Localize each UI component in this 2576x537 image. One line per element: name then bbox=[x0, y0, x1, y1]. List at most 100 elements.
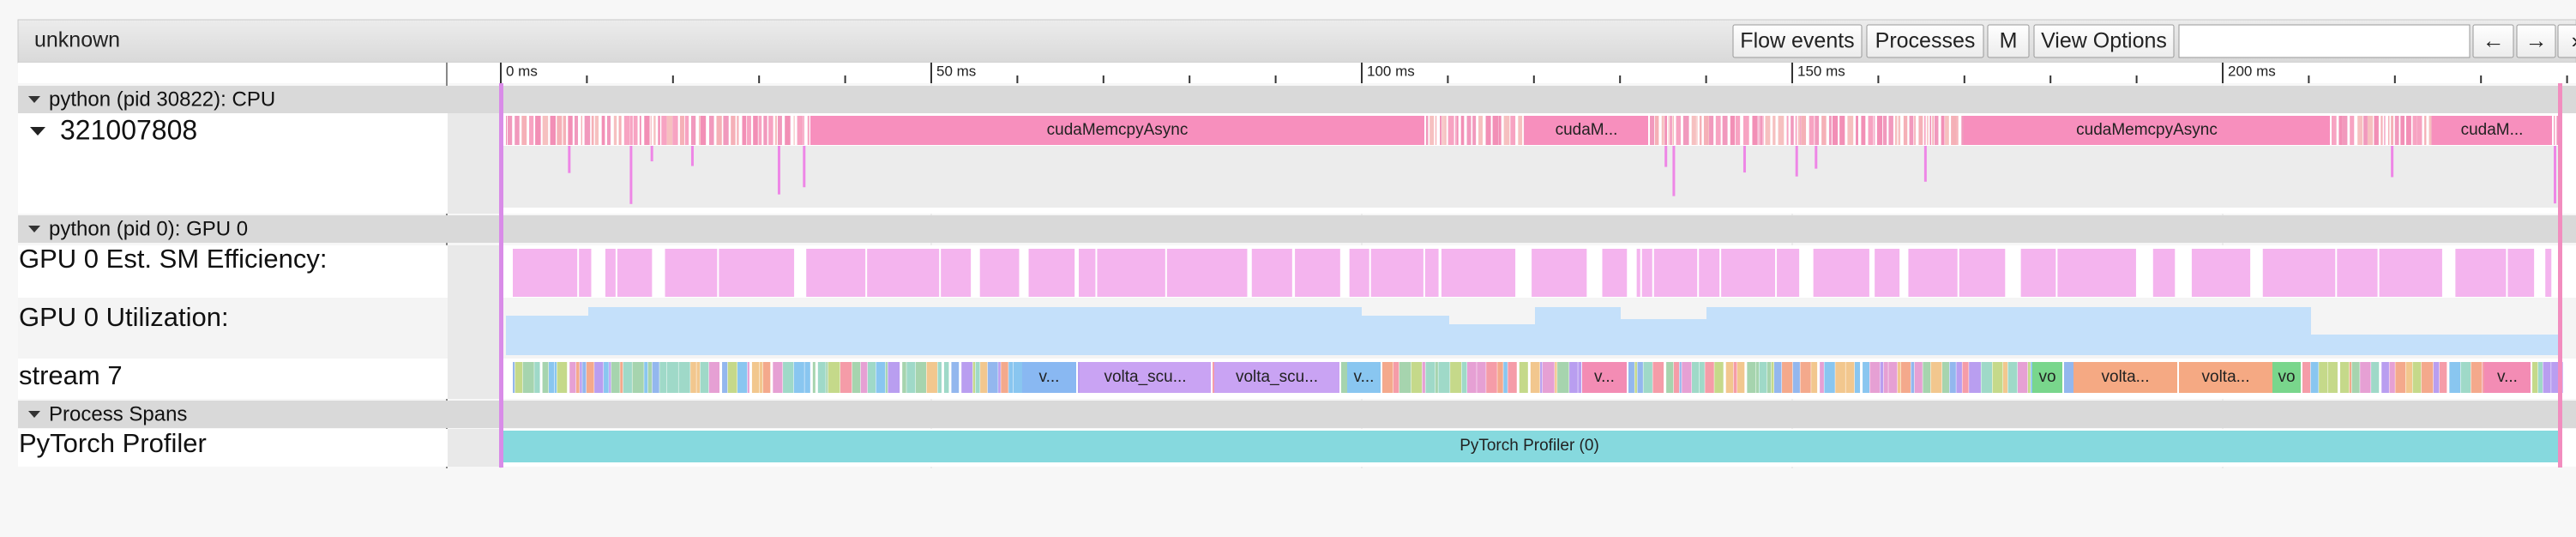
kernel-slice bbox=[812, 362, 816, 393]
kernel-slice bbox=[1673, 362, 1680, 393]
track-label: stream 7 bbox=[19, 360, 123, 390]
kernel-slice bbox=[980, 362, 988, 393]
kernel-slice bbox=[1643, 362, 1652, 393]
expand-arrow[interactable] bbox=[28, 411, 40, 418]
cpu-slice bbox=[2405, 116, 2411, 145]
kernel-slice bbox=[1883, 362, 1888, 393]
cpu-slice bbox=[2380, 116, 2383, 145]
cpu-slice bbox=[774, 116, 778, 145]
sm-efficiency-bar bbox=[1166, 249, 1248, 297]
cpu-slice bbox=[1861, 116, 1866, 145]
kernel-slice bbox=[2433, 362, 2440, 393]
cpu-slice bbox=[584, 116, 591, 145]
nav-button[interactable]: ← bbox=[2472, 24, 2514, 58]
cpu-slice bbox=[1874, 116, 1875, 145]
kernel-slice bbox=[1747, 362, 1756, 393]
cpu-slice bbox=[1676, 116, 1681, 145]
cpu-slice bbox=[1650, 116, 1655, 145]
cpu-slice bbox=[672, 116, 678, 145]
kernel-slice bbox=[1399, 362, 1411, 393]
cpu-slice bbox=[698, 116, 701, 145]
kernel-slice bbox=[762, 362, 771, 393]
kernel-slice bbox=[2412, 362, 2422, 393]
cpu-slice bbox=[606, 116, 611, 145]
process-header-label: python (pid 30822): CPU bbox=[49, 87, 275, 111]
toolbar-button[interactable]: View Options bbox=[2033, 24, 2175, 58]
cpu-slice bbox=[2554, 116, 2555, 145]
button-label: M bbox=[2000, 29, 2018, 53]
kernel-slice bbox=[580, 362, 582, 393]
kernel-slice bbox=[2484, 362, 2531, 393]
kernel-slice bbox=[708, 362, 720, 393]
kernel-slice bbox=[2027, 362, 2031, 393]
cpu-slice bbox=[601, 116, 605, 145]
sm-efficiency-bar bbox=[2507, 249, 2535, 297]
cpu-slice bbox=[542, 116, 549, 145]
cpu-slice bbox=[1709, 116, 1714, 145]
slice-label: volta... bbox=[2102, 368, 2150, 386]
range-marker bbox=[2558, 83, 2562, 468]
ruler-label: 150 ms bbox=[1797, 63, 1845, 79]
sm-efficiency-bar bbox=[2379, 249, 2442, 297]
slice-label: PyTorch Profiler (0) bbox=[1460, 437, 1599, 455]
track-gutter bbox=[448, 113, 501, 214]
cpu-slice bbox=[1691, 116, 1696, 145]
toolbar-button[interactable]: Processes bbox=[1866, 24, 1984, 58]
button-frame bbox=[2516, 24, 2556, 58]
cpu-slice bbox=[1839, 116, 1845, 145]
cpu-slice bbox=[661, 116, 667, 145]
cpu-slice bbox=[507, 116, 513, 145]
cpu-slice bbox=[2432, 116, 2552, 145]
cpu-subslice bbox=[650, 146, 653, 162]
kernel-slice bbox=[1422, 362, 1425, 393]
kernel-slice bbox=[1981, 362, 1993, 393]
nav-button[interactable]: → bbox=[2516, 24, 2556, 58]
kernel-slice bbox=[1540, 362, 1543, 393]
cpu-slice bbox=[515, 116, 520, 145]
expand-arrow[interactable] bbox=[28, 96, 40, 103]
ruler-label: 50 ms bbox=[936, 63, 976, 79]
ruler-label: 0 ms bbox=[506, 63, 538, 79]
cpu-slice bbox=[1876, 116, 1883, 145]
expand-arrow[interactable] bbox=[30, 127, 45, 136]
cpu-slice bbox=[1498, 116, 1502, 145]
kernel-slice bbox=[1347, 362, 1381, 393]
cpu-slice bbox=[581, 116, 582, 145]
cpu-slice bbox=[1760, 116, 1763, 145]
cpu-slice bbox=[1914, 116, 1916, 145]
utilization-area bbox=[1362, 316, 1449, 355]
utilization-area bbox=[1706, 307, 2311, 355]
kernel-slice bbox=[1854, 362, 1861, 393]
cpu-slice bbox=[1664, 116, 1668, 145]
kernel-slice bbox=[1692, 362, 1700, 393]
button-label: Processes bbox=[1875, 29, 1976, 53]
toolbar-button[interactable]: M bbox=[1987, 24, 2030, 58]
process-header-label: Process Spans bbox=[49, 402, 187, 425]
kernel-slice bbox=[2460, 362, 2471, 393]
cpu-slice bbox=[737, 116, 739, 145]
nav-button[interactable]: › bbox=[2557, 24, 2576, 58]
slice-label: v... bbox=[1594, 368, 1615, 386]
cpu-slice bbox=[2374, 116, 2379, 145]
cpu-slice bbox=[1821, 116, 1827, 145]
kernel-slice bbox=[2310, 362, 2319, 393]
cpu-slice bbox=[1957, 116, 1959, 145]
button-frame bbox=[2472, 24, 2514, 58]
kernel-slice bbox=[1845, 362, 1855, 393]
kernel-slice bbox=[2449, 362, 2461, 393]
track-gutter bbox=[448, 359, 501, 399]
kernel-slice bbox=[1679, 362, 1682, 393]
button-frame bbox=[2033, 24, 2175, 58]
expand-arrow[interactable] bbox=[28, 226, 40, 232]
kernel-slice bbox=[926, 362, 937, 393]
search-input[interactable] bbox=[2178, 24, 2471, 58]
kernel-slice bbox=[975, 362, 980, 393]
toolbar-button[interactable]: Flow events bbox=[1732, 24, 1863, 58]
cpu-slice bbox=[629, 116, 633, 145]
kernel-slice bbox=[1652, 362, 1664, 393]
kernel-slice bbox=[1835, 362, 1845, 393]
sm-efficiency-bar bbox=[719, 249, 795, 297]
utilization-area bbox=[1449, 324, 1535, 355]
kernel-slice bbox=[1582, 362, 1627, 393]
cpu-slice bbox=[1429, 116, 1435, 145]
